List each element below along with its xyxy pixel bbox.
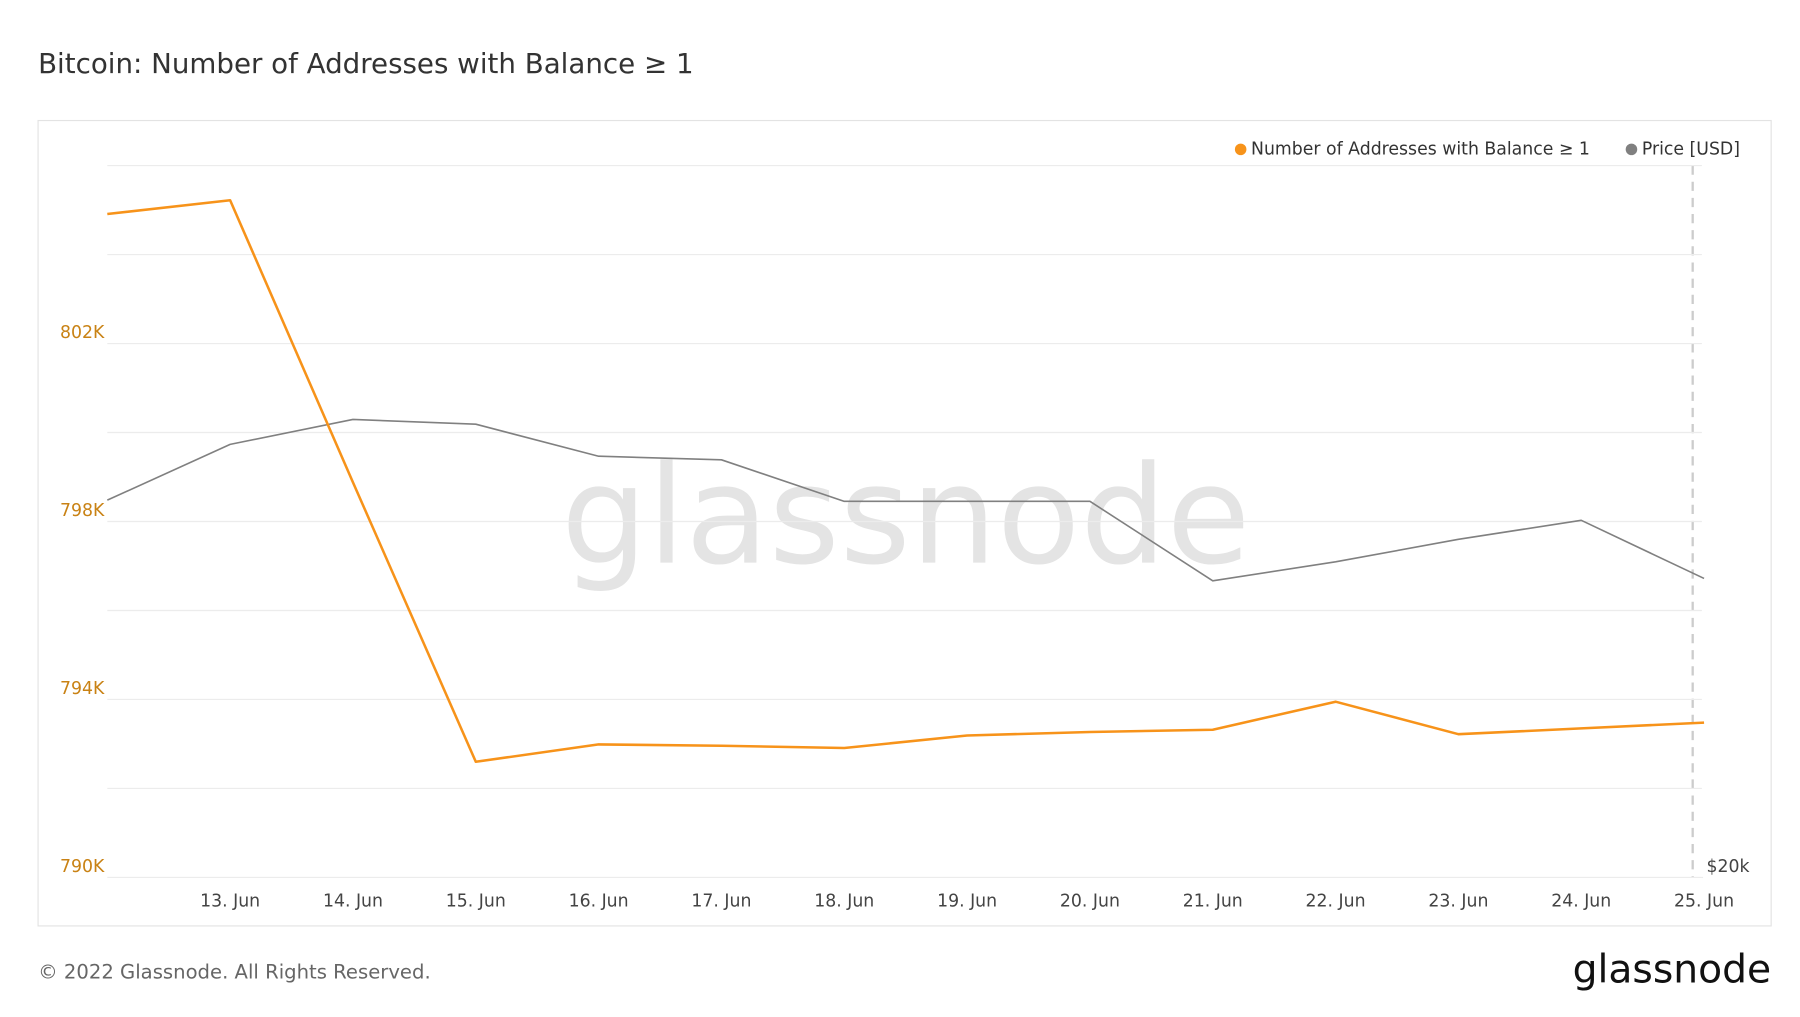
x-tick-label: 17. Jun <box>691 892 751 912</box>
x-tick-label: 19. Jun <box>937 892 997 912</box>
x-tick-label: 15. Jun <box>446 892 506 912</box>
x-tick-label: 21. Jun <box>1183 892 1243 912</box>
chart-title: Bitcoin: Number of Addresses with Balanc… <box>38 47 694 80</box>
x-tick-label: 16. Jun <box>569 892 629 912</box>
chart-frame <box>37 119 1772 927</box>
y2-tick-label: $20k <box>1707 857 1750 877</box>
legend-marker <box>1234 143 1247 156</box>
series-line <box>107 198 1705 764</box>
x-tick-label: 23. Jun <box>1428 892 1488 912</box>
series-line <box>106 418 1705 582</box>
watermark: glassnode <box>561 438 1250 596</box>
y-tick-label: 802K <box>60 323 105 343</box>
legend-label: Price [USD] <box>1642 139 1740 159</box>
logo: glassnode <box>1573 948 1772 993</box>
y-tick-label: 794K <box>60 679 105 699</box>
x-tick-label: 25. Jun <box>1674 892 1734 912</box>
x-tick-label: 14. Jun <box>323 892 383 912</box>
x-tick-label: 18. Jun <box>814 892 874 912</box>
x-tick-label: 13. Jun <box>200 892 260 912</box>
copyright: © 2022 Glassnode. All Rights Reserved. <box>38 961 431 984</box>
legend-marker <box>1625 143 1638 156</box>
y-tick-label: 798K <box>60 501 105 521</box>
y-tick-label: 790K <box>60 857 105 877</box>
legend-label: Number of Addresses with Balance ≥ 1 <box>1251 139 1590 159</box>
x-tick-label: 20. Jun <box>1060 892 1120 912</box>
x-tick-label: 24. Jun <box>1551 892 1611 912</box>
x-tick-label: 22. Jun <box>1306 892 1366 912</box>
